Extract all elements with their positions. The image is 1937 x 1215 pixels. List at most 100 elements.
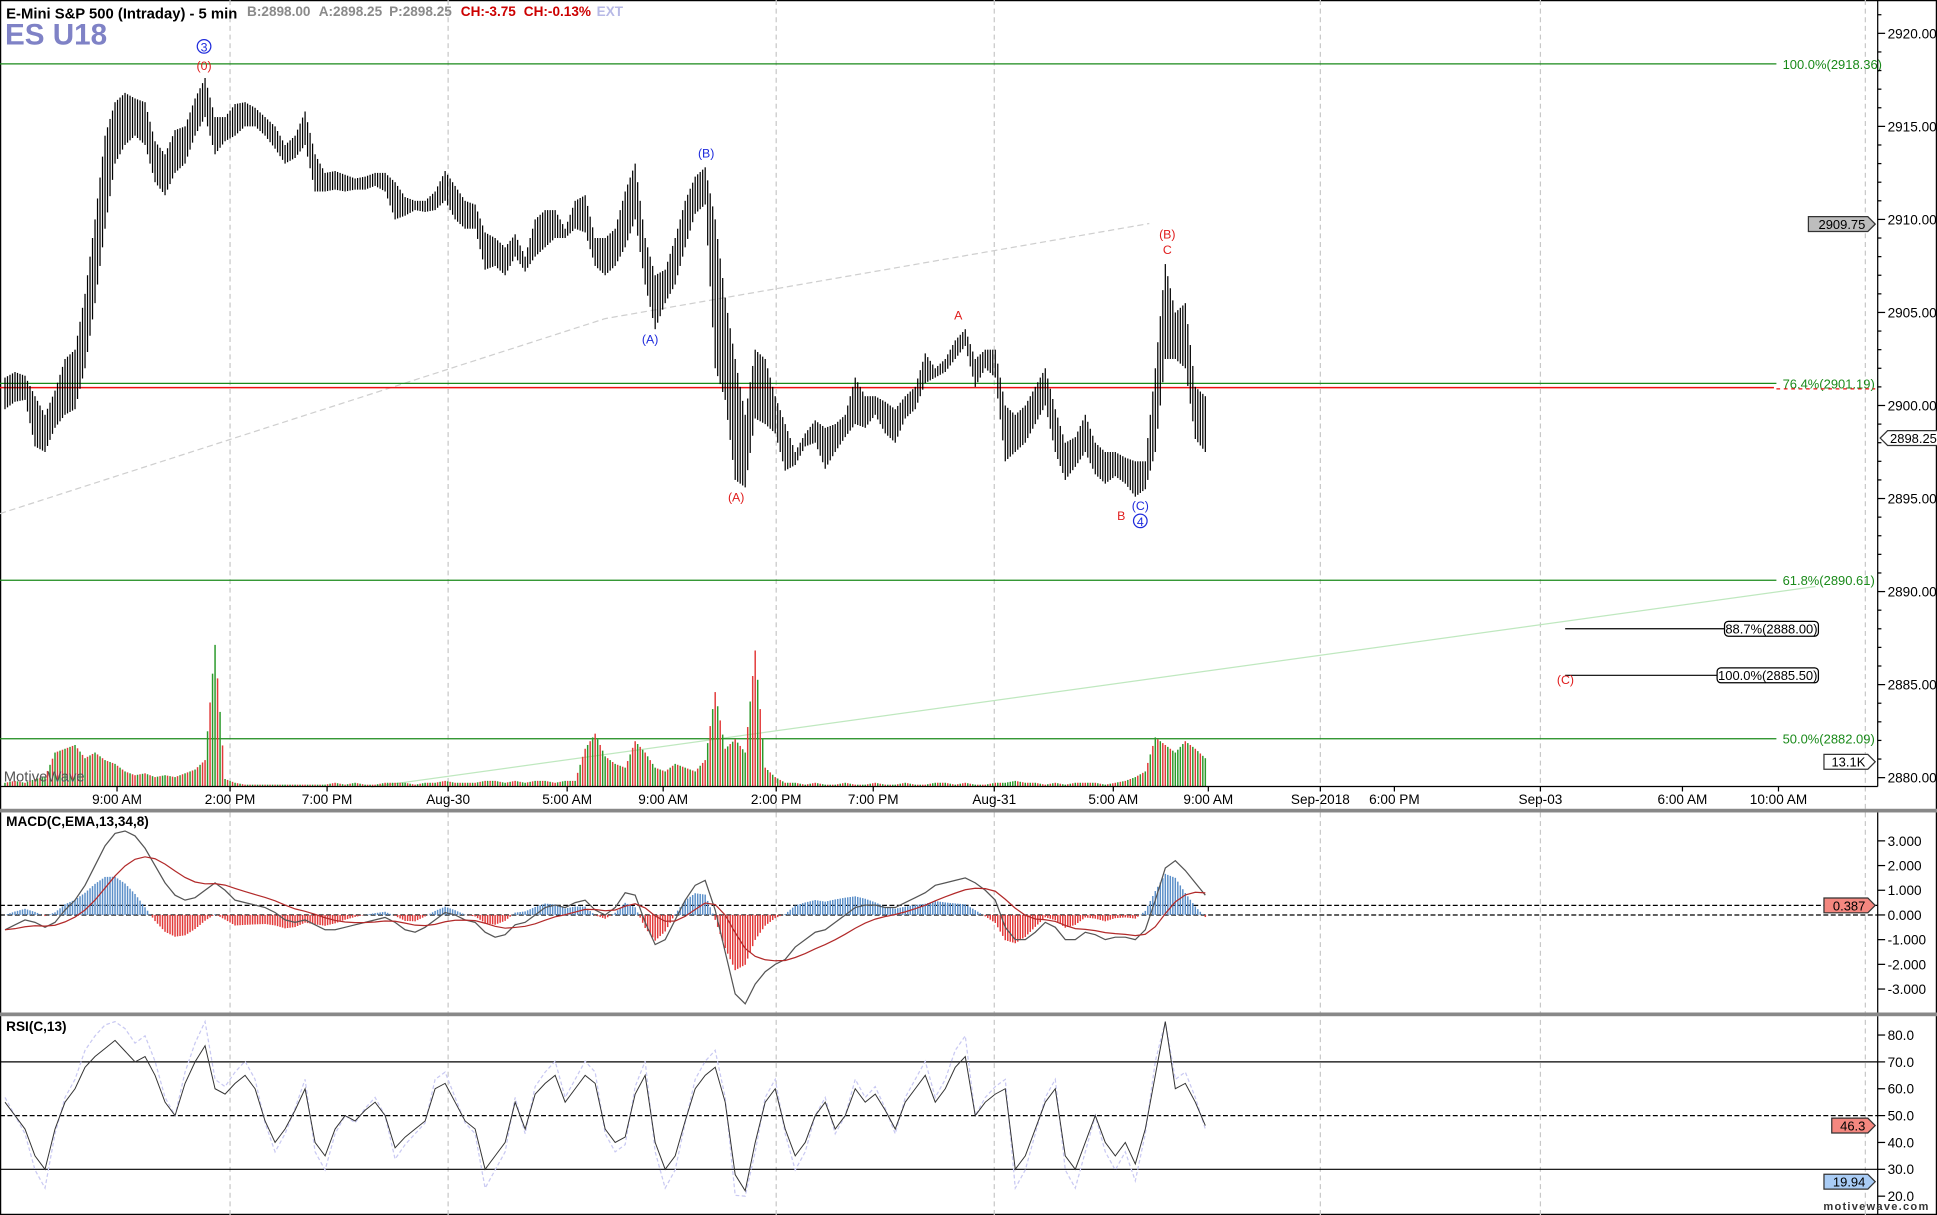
reference-price-tag: 2909.75: [1819, 217, 1866, 232]
time-axis-label: 2:00 PM: [751, 792, 802, 807]
projection-label: 100.0%(2885.50): [1718, 668, 1817, 683]
time-axis-label: 5:00 AM: [542, 792, 592, 807]
price-axis-label: 2900.00: [1888, 398, 1937, 413]
rsi-low-tag-shape: [1823, 1173, 1877, 1190]
macd-title: MACD(C,EMA,13,34,8): [6, 814, 149, 829]
rsi-line: [4, 1021, 1206, 1193]
wave-label: (A): [728, 491, 744, 505]
wave-label: C: [1163, 243, 1172, 257]
time-axis-label: 7:00 PM: [848, 792, 899, 807]
change-percent: CH:-0.13%: [524, 4, 591, 19]
ask-price: A:2898.25: [319, 4, 383, 19]
fib-level-label: 50.0%(2882.09): [1783, 732, 1875, 747]
macd-axis-label: 0.000: [1888, 908, 1922, 923]
rsi-axis-label: 50.0: [1888, 1109, 1915, 1124]
time-axis-label: 9:00 AM: [638, 792, 688, 807]
wave-label: (0): [197, 59, 212, 73]
rsi-axis-label: 40.0: [1888, 1135, 1915, 1150]
price-axis-label: 2905.00: [1888, 305, 1937, 320]
time-axis-label: Aug-30: [426, 792, 470, 807]
volume-tag-shape: [1823, 753, 1877, 770]
rsi-axis-label: 70.0: [1888, 1055, 1915, 1070]
macd-signal-line: [4, 856, 1206, 962]
pane-separator[interactable]: [0, 1012, 1937, 1017]
time-axis-label: 2:00 PM: [205, 792, 256, 807]
instrument-title: E-Mini S&P 500 (Intraday) - 5 min: [6, 7, 237, 23]
wave-label-circle: [1132, 513, 1148, 529]
wave-label: 3: [201, 40, 208, 54]
time-axis-label: 6:00 PM: [1369, 792, 1420, 807]
wave-label-circle: [196, 38, 212, 54]
macd-value-tag-shape: [1823, 897, 1877, 914]
macd-axis-label: 3.000: [1888, 834, 1922, 849]
rsi-value-tag-shape: [1831, 1117, 1877, 1134]
projection-box: [1716, 667, 1820, 684]
reference-price-tag-shape: [1807, 216, 1877, 233]
trendline: [0, 222, 1150, 515]
wave-label: (B): [1159, 227, 1175, 241]
rsi-title: RSI(C,13): [6, 1019, 66, 1034]
last-price-tag: 2898.25: [1890, 431, 1937, 446]
macd-axis-label: -3.000: [1888, 982, 1927, 997]
macd-pane[interactable]: [0, 830, 1878, 1005]
last-price-tag-shape: [1879, 430, 1937, 447]
volume-bars: [4, 644, 1207, 787]
projection-label: 88.7%(2888.00): [1725, 622, 1817, 637]
watermark: MotiveWave: [4, 770, 85, 786]
ext-indicator[interactable]: EXT: [597, 4, 624, 19]
price-axis-label: 2885.00: [1888, 678, 1937, 693]
wave-label: A: [954, 308, 963, 322]
time-axis-label: 5:00 AM: [1088, 792, 1138, 807]
trendline: [371, 585, 1816, 788]
change-value: CH:-3.75: [461, 4, 517, 19]
price-axis-label: 2880.00: [1888, 771, 1937, 786]
time-axis-label: Sep-03: [1519, 792, 1563, 807]
bid-price: B:2898.00: [247, 4, 310, 19]
price-axis-label: 2910.00: [1888, 212, 1937, 227]
volume-tag: 13.1K: [1831, 755, 1865, 770]
wave-label: (B): [698, 146, 714, 160]
rsi-pane[interactable]: [0, 1019, 1878, 1197]
macd-value-tag: 0.387: [1833, 898, 1865, 913]
time-axis-label: 10:00 AM: [1750, 792, 1807, 807]
macd-axis-label: -1.000: [1888, 933, 1927, 948]
fib-level-label: 76.4%(2901.19): [1783, 376, 1875, 391]
wave-label: (A): [642, 332, 658, 346]
rsi-axis-label: 30.0: [1888, 1162, 1915, 1177]
rsi-axis-label: 60.0: [1888, 1082, 1915, 1097]
footer-brand: motivewave.com: [1823, 1201, 1929, 1213]
macd-axis-label: 2.000: [1888, 859, 1922, 874]
macd-axis-label: -2.000: [1888, 957, 1927, 972]
pane-separator[interactable]: [0, 808, 1937, 813]
time-axis-label: 6:00 AM: [1658, 792, 1708, 807]
projection-box: [1723, 620, 1820, 637]
time-axis-label: Aug-31: [972, 792, 1016, 807]
price-axis-label: 2895.00: [1888, 491, 1937, 506]
wave-label: B: [1117, 509, 1125, 523]
macd-line: [4, 830, 1206, 1005]
price-axis-label: 2890.00: [1888, 585, 1937, 600]
rsi-band-line: [4, 1019, 1206, 1197]
wave-label: 4: [1137, 515, 1144, 529]
price-axis-label: 2915.00: [1888, 119, 1937, 134]
time-axis-label: 7:00 PM: [302, 792, 353, 807]
wave-label: (C): [1557, 673, 1574, 687]
time-axis-label: 9:00 AM: [92, 792, 142, 807]
price-pane[interactable]: 100.0%(2918.36) 76.4%(2901.19) 61.8%(2890.…: [0, 38, 1882, 788]
fib-level-label: 100.0%(2918.36): [1783, 57, 1882, 72]
time-axis-label: Sep-2018: [1291, 792, 1350, 807]
rsi-axis-label: 80.0: [1888, 1028, 1915, 1043]
symbol-label: ES U18: [5, 18, 107, 51]
wave-label: (C): [1132, 499, 1149, 513]
price-axis-label: 2920.00: [1888, 26, 1937, 41]
rsi-axis-label: 20.0: [1888, 1189, 1915, 1204]
rsi-value-tag: 46.3: [1840, 1118, 1865, 1133]
time-axis-label: 9:00 AM: [1183, 792, 1233, 807]
macd-axis-label: 1.000: [1888, 883, 1922, 898]
fib-level-label: 61.8%(2890.61): [1783, 573, 1875, 588]
last-price: P:2898.25: [389, 4, 452, 19]
